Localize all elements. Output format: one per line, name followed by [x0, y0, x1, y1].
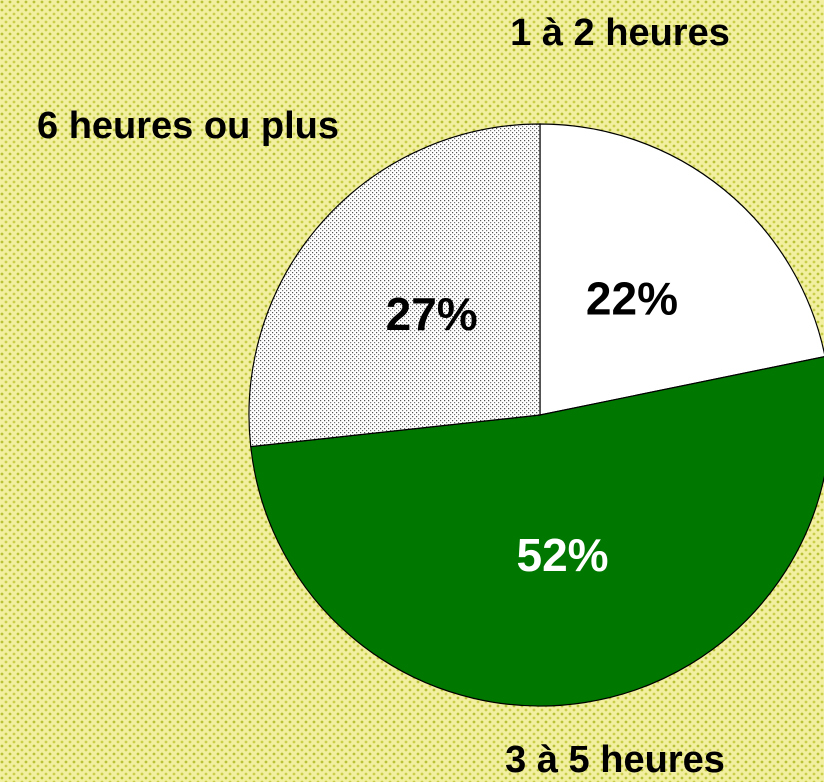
- slice-category-label: 3 à 5 heures: [505, 739, 725, 781]
- pie-slice: [248, 123, 541, 448]
- pie-slice: [250, 356, 824, 707]
- slice-category-label: 6 heures ou plus: [37, 105, 339, 147]
- slice-value-label: 22%: [586, 272, 678, 324]
- slice-value-label: 27%: [386, 288, 478, 340]
- pie-slice: [539, 123, 824, 416]
- slice-category-label: 1 à 2 heures: [510, 12, 730, 54]
- slice-value-label: 52%: [516, 529, 608, 581]
